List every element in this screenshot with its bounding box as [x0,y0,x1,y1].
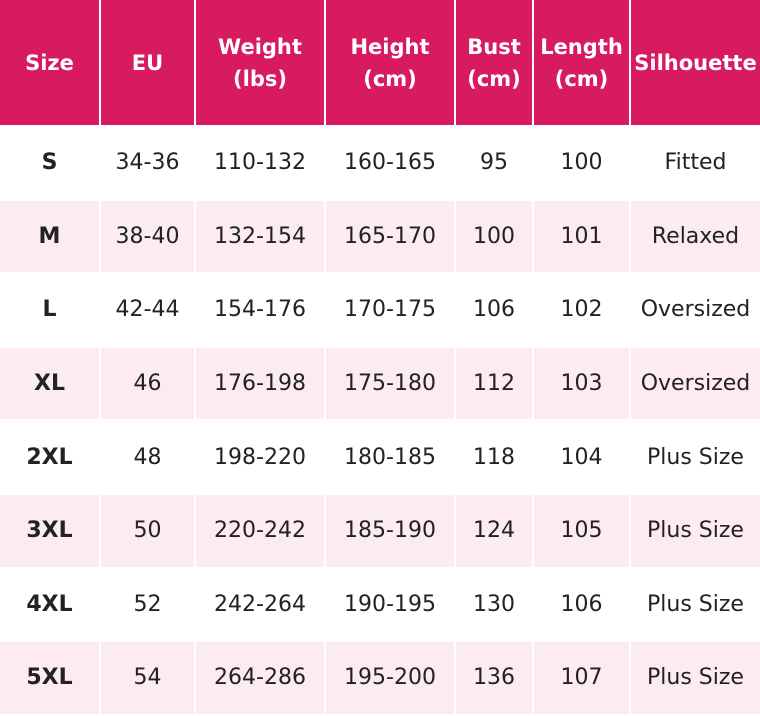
cell-bust: 95 [454,125,534,201]
cell-size: L [0,272,101,348]
header-label: Weight [218,34,302,59]
cell-size: 2XL [0,419,101,495]
cell-height: 190-195 [324,566,456,643]
cell-eu: 48 [99,419,196,495]
cell-height: 180-185 [324,419,456,495]
cell-height: 175-180 [324,345,456,422]
cell-silhouette: Plus Size [629,419,760,495]
cell-bust: 124 [454,492,534,569]
cell-size: 3XL [0,492,101,569]
cell-bust: 112 [454,345,534,422]
table-row: 2XL 48 198-220 180-185 118 104 Plus Size [0,419,760,495]
header-label: (lbs) [233,66,287,91]
cell-weight: 198-220 [194,419,326,495]
header-label: Bust [467,34,521,59]
cell-weight: 132-154 [194,198,326,275]
cell-height: 165-170 [324,198,456,275]
cell-length: 104 [532,419,631,495]
header-label: Silhouette [634,50,757,75]
cell-eu: 38-40 [99,198,196,275]
cell-eu: 42-44 [99,272,196,348]
header-size: Size [0,0,101,127]
cell-weight: 110-132 [194,125,326,201]
cell-height: 185-190 [324,492,456,569]
cell-bust: 106 [454,272,534,348]
table-row: S 34-36 110-132 160-165 95 100 Fitted [0,125,760,201]
cell-eu: 50 [99,492,196,569]
header-bust: Bust (cm) [454,0,534,127]
cell-size: 4XL [0,566,101,643]
table-row: 5XL 54 264-286 195-200 136 107 Plus Size [0,640,760,716]
header-height: Height (cm) [324,0,456,127]
cell-bust: 136 [454,640,534,716]
cell-size: XL [0,345,101,422]
cell-eu: 46 [99,345,196,422]
cell-length: 101 [532,198,631,275]
cell-silhouette: Relaxed [629,198,760,275]
header-eu: EU [99,0,196,127]
cell-size: S [0,125,101,201]
cell-length: 103 [532,345,631,422]
header-length: Length (cm) [532,0,631,127]
cell-silhouette: Oversized [629,272,760,348]
cell-height: 195-200 [324,640,456,716]
cell-bust: 118 [454,419,534,495]
table-row: 3XL 50 220-242 185-190 124 105 Plus Size [0,492,760,569]
cell-height: 160-165 [324,125,456,201]
cell-length: 106 [532,566,631,643]
cell-weight: 264-286 [194,640,326,716]
header-label: EU [131,50,164,75]
header-label: Length [540,34,623,59]
cell-silhouette: Plus Size [629,640,760,716]
cell-bust: 100 [454,198,534,275]
cell-weight: 242-264 [194,566,326,643]
cell-weight: 154-176 [194,272,326,348]
table-row: XL 46 176-198 175-180 112 103 Oversized [0,345,760,422]
table-row: L 42-44 154-176 170-175 106 102 Oversized [0,272,760,348]
cell-height: 170-175 [324,272,456,348]
cell-length: 107 [532,640,631,716]
cell-size: M [0,198,101,275]
cell-eu: 34-36 [99,125,196,201]
header-row: Size EU Weight (lbs) Height (cm) Bust (cm) Lengt… [0,0,760,127]
cell-length: 102 [532,272,631,348]
cell-eu: 54 [99,640,196,716]
header-label: Size [25,50,74,75]
table-row: M 38-40 132-154 165-170 100 101 Relaxed [0,198,760,275]
header-weight: Weight (lbs) [194,0,326,127]
cell-length: 100 [532,125,631,201]
header-label: (cm) [554,66,609,91]
cell-eu: 52 [99,566,196,643]
header-label: (cm) [467,66,521,91]
cell-weight: 220-242 [194,492,326,569]
cell-silhouette: Fitted [629,125,760,201]
table-row: 4XL 52 242-264 190-195 130 106 Plus Size [0,566,760,643]
cell-length: 105 [532,492,631,569]
header-silhouette: Silhouette [629,0,760,127]
cell-silhouette: Plus Size [629,566,760,643]
cell-bust: 130 [454,566,534,643]
cell-size: 5XL [0,640,101,716]
cell-silhouette: Plus Size [629,492,760,569]
cell-silhouette: Oversized [629,345,760,422]
cell-weight: 176-198 [194,345,326,422]
header-label: Height [350,34,430,59]
header-label: (cm) [363,66,417,91]
